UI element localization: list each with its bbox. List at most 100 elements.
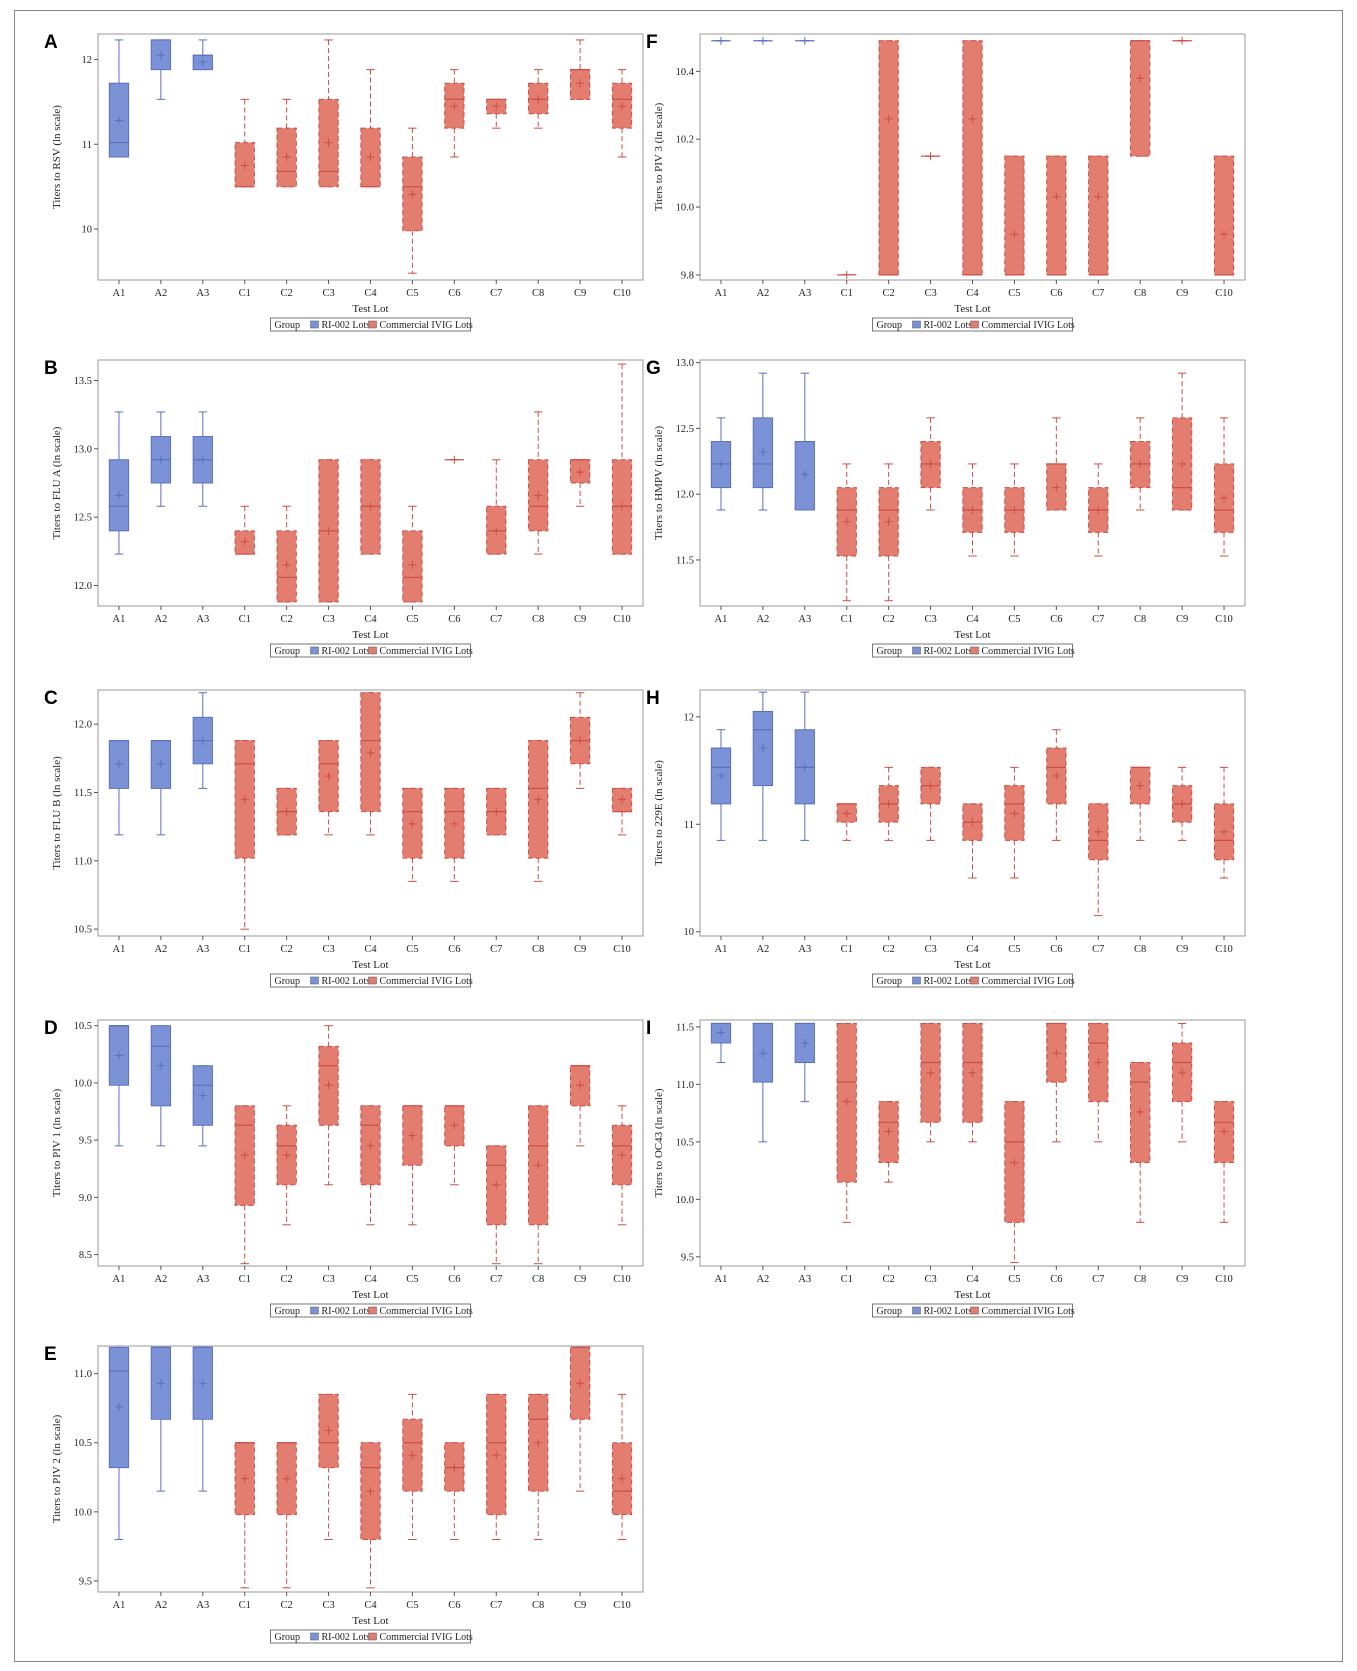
legend-swatch [310,320,319,329]
legend-swatch [368,1306,377,1315]
y-tick-label: 10.0 [74,1507,92,1518]
x-axis-title: Test Lot [954,1289,990,1301]
y-axis-title: Titers to PIV 2 (ln scale) [51,1414,63,1523]
x-tick-label: C5 [406,288,418,299]
box-c2 [276,1442,297,1589]
chart-panel-c: C 10.5 11.0 11.5 12.0 Titers to FLU B (ln sca… [40,684,648,992]
box-c1 [837,270,857,279]
y-axis-title: Titers to 229E (ln scale) [653,760,665,866]
chart-panel-f: F 9.8 10.0 10.2 10.4 Titers to PIV 3 (ln scal… [642,28,1250,336]
box-c7 [486,1393,507,1540]
panel-letter: A [44,32,58,53]
x-tick-label: A1 [113,1600,126,1611]
x-tick-label: C1 [841,944,853,955]
box-a1 [108,1025,130,1147]
y-tick-label: 10.5 [74,925,92,936]
x-tick-label: C7 [490,288,502,299]
legend: Group RI-002 Lots Commercial IVIG Lots [872,1303,1075,1318]
x-tick-label: C3 [322,1274,334,1285]
x-tick-label: C4 [966,1274,979,1285]
x-tick-label: C10 [613,288,631,299]
box-a3 [794,372,815,511]
legend-swatch [368,976,377,985]
box-c6 [1046,417,1067,511]
x-tick-label: C10 [1215,944,1233,955]
x-tick-label: A2 [756,944,769,955]
box-c6 [444,455,464,464]
legend-swatch [310,1632,319,1641]
y-tick-label: 11.0 [676,1080,694,1091]
y-tick-label: 11.5 [676,1022,694,1033]
x-tick-label: C6 [1050,1274,1062,1285]
box-a3 [794,691,815,841]
chart-svg: H 10 11 12 Titers to 229E (ln scale) A1 A2 A3 C1… [646,688,1246,988]
box-a3 [192,692,213,789]
x-tick-label: C8 [1134,944,1146,955]
x-tick-label: C8 [1134,614,1146,625]
box-c2 [276,787,297,836]
box-c2 [276,505,297,603]
y-tick-label: 12.0 [676,490,694,501]
y-axis-title: Titers to FLU A (ln scale) [51,426,63,539]
x-tick-label: C2 [281,1274,293,1285]
figure-frame [14,10,1343,1662]
box-iqr [1130,40,1151,157]
box-c7 [486,787,507,836]
x-tick-label: C9 [1176,288,1188,299]
box-c1 [836,803,857,841]
box-c5 [1004,766,1025,879]
x-tick-label: C4 [364,1600,377,1611]
box-a2 [752,1022,774,1143]
box-c1 [836,1022,857,1223]
legend-title: Group [275,1632,301,1643]
legend-label: Commercial IVIG Lots [380,1632,473,1643]
y-axis-title: Titers to PIV 1 (ln scale) [51,1088,63,1197]
y-axis-title: Titers to HMPV (ln scale) [653,426,665,541]
box-c6 [444,69,465,158]
x-tick-label: C7 [490,1600,502,1611]
box-a2 [752,691,774,841]
x-tick-label: C2 [883,944,895,955]
legend-swatch [912,646,921,655]
box-c10 [1213,155,1235,276]
x-tick-label: A2 [154,944,167,955]
x-tick-label: C8 [532,288,544,299]
legend-label: Commercial IVIG Lots [982,646,1075,657]
legend-label: Commercial IVIG Lots [380,646,473,657]
box-c4 [360,1105,381,1226]
legend-label: RI-002 Lots [924,320,973,331]
legend: Group RI-002 Lots Commercial IVIG Lots [270,1303,473,1318]
legend-title: Group [877,1306,903,1317]
box-c4 [962,40,983,276]
x-tick-label: C6 [1050,944,1062,955]
legend-swatch [970,320,979,329]
y-axis-title: Titers to FLU B (ln scale) [51,756,63,870]
legend-title: Group [275,320,301,331]
y-tick-label: 12.5 [74,513,92,524]
x-tick-label: C2 [281,288,293,299]
y-axis-title: Titers to PIV 3 (ln scale) [653,102,665,211]
legend: Group RI-002 Lots Commercial IVIG Lots [872,973,1075,988]
box-c6 [444,1105,465,1186]
x-tick-label: C2 [281,1600,293,1611]
box-c7 [486,1145,507,1265]
y-tick-label: 12 [82,55,93,66]
x-tick-label: C10 [613,1600,631,1611]
x-tick-label: C4 [364,1274,377,1285]
legend: Group RI-002 Lots Commercial IVIG Lots [872,317,1075,332]
x-tick-label: C9 [574,1600,586,1611]
x-tick-label: A1 [113,944,126,955]
box-a3 [795,36,815,45]
box-c10 [1213,417,1235,557]
x-tick-label: C2 [883,1274,895,1285]
x-tick-label: C1 [239,944,251,955]
box-c5 [402,1105,423,1226]
box-c8 [1130,40,1151,157]
box-c6 [1046,155,1067,276]
box-a3 [192,1346,213,1492]
legend-label: RI-002 Lots [924,1306,973,1317]
box-c9 [569,459,591,507]
x-tick-label: C7 [1092,1274,1104,1285]
chart-svg: E 9.5 10.0 10.5 11.0 Titers to PIV 2 (ln scal… [44,1344,644,1644]
x-tick-label: C3 [924,614,936,625]
